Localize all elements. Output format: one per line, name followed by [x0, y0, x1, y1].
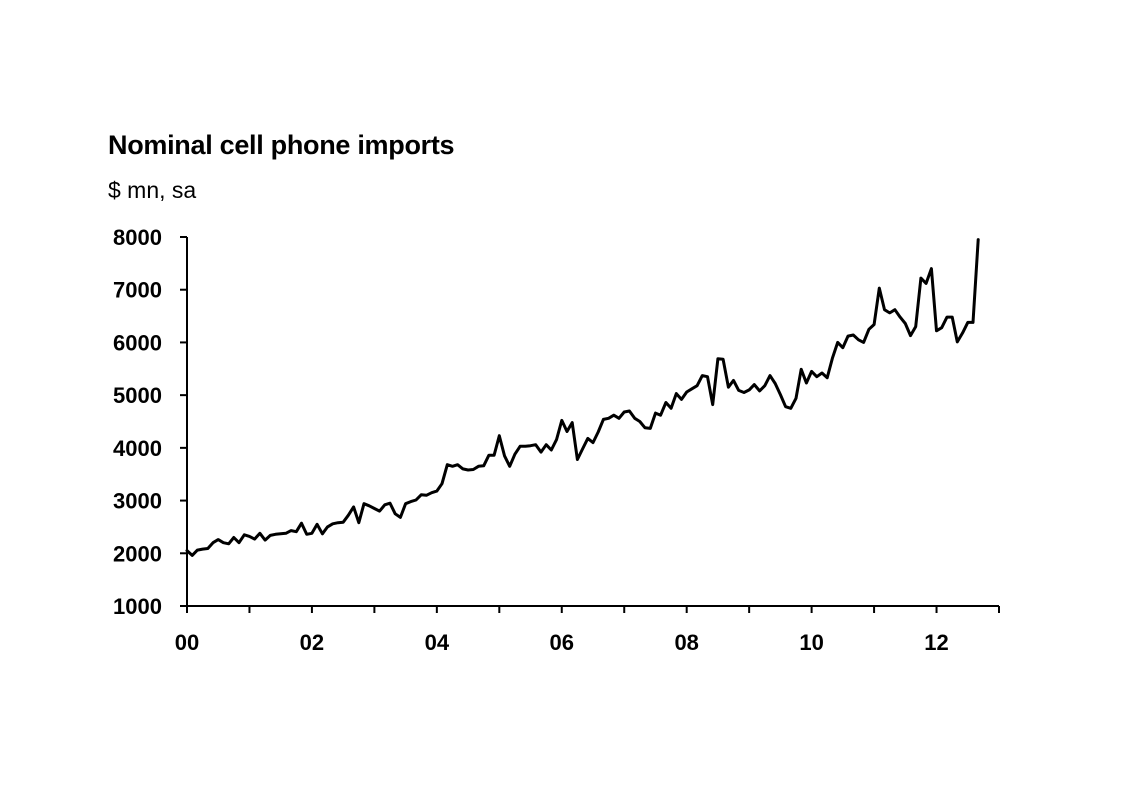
chart-title: Nominal cell phone imports [108, 130, 455, 160]
series-line [185, 238, 980, 557]
series-layer [185, 238, 980, 557]
x-tick-label: 12 [924, 630, 948, 655]
y-tick-label: 2000 [113, 541, 162, 566]
x-axis-ticks: 00 02 04 06 08 10 12 [175, 606, 1000, 655]
x-tick-label: 00 [175, 630, 199, 655]
y-tick-label: 3000 [113, 489, 162, 514]
x-tick-label: 04 [425, 630, 450, 655]
y-tick-label: 1000 [113, 594, 162, 619]
y-tick-label: 5000 [113, 383, 162, 408]
x-tick-label: 10 [799, 630, 823, 655]
x-tick-label: 02 [300, 630, 324, 655]
x-tick-label: 08 [674, 630, 698, 655]
y-axis-ticks: 1000 2000 3000 4000 5000 6000 7000 8000 [113, 225, 187, 619]
chart-subtitle: $ mn, sa [108, 177, 197, 203]
x-tick-label: 06 [550, 630, 574, 655]
y-tick-label: 8000 [113, 225, 162, 250]
y-tick-label: 6000 [113, 330, 162, 355]
y-tick-label: 4000 [113, 436, 162, 461]
y-tick-label: 7000 [113, 278, 162, 303]
